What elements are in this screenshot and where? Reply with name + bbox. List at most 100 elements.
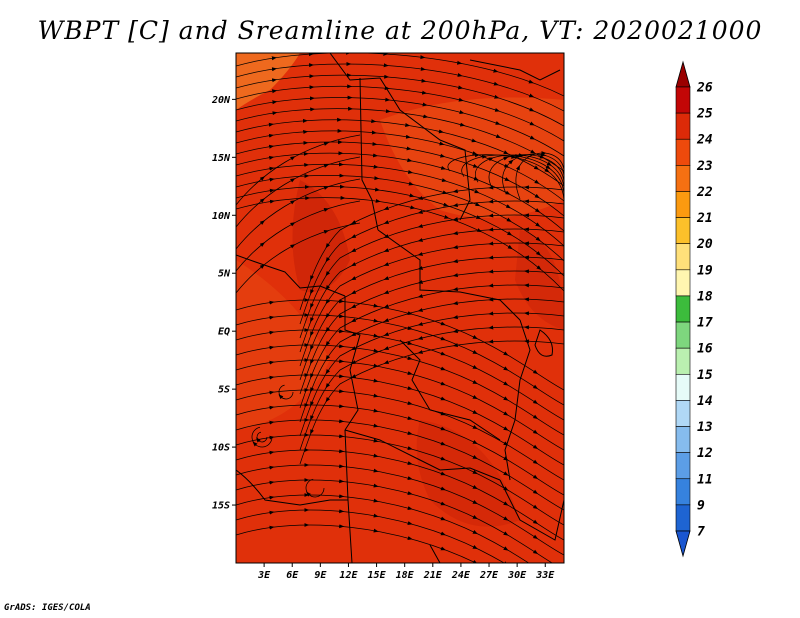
map-title: WBPT [C] and Sreamline at 200hPa, VT: 20… [37,16,763,45]
colorbar-label: 18 [697,289,713,304]
country-border [499,479,564,541]
streamline [236,178,361,250]
country-border [359,77,379,231]
colorbar-label: 15 [697,368,713,383]
lat-tick-label: 10S [212,443,230,454]
lat-tick-label: 15S [212,501,230,512]
colorbar-segment [675,426,691,453]
colorbar-label: 21 [696,211,713,226]
colorbar: 26 25 24 23 22 21 20 19 18 17 16 15 14 13 12 11 9 7 [675,60,713,558]
wbpt-patch [416,420,520,527]
country-border [534,329,553,357]
country-border [469,59,561,81]
country-border [429,544,441,563]
colorbar-label: 7 [697,525,705,540]
country-border [236,469,348,506]
colorbar-segment [675,452,691,480]
latitude-axis: 20N 15N 10N 5N EQ 5S 10S 15S [211,95,236,512]
streamline [299,214,564,339]
streamlines [236,53,564,598]
colorbar-segment [675,295,691,323]
colorbar-label: 13 [697,420,713,435]
lon-tick-label: 33E [535,570,555,581]
colorbar-label: 26 [696,81,713,96]
lon-tick-label: 12E [339,570,358,581]
colorbar-segment [675,191,691,218]
streamline [299,228,564,353]
map-plot-area [235,52,565,598]
colorbar-bottom-triangle [675,530,691,558]
colorbar-segment [675,243,691,271]
streamline [299,186,564,311]
streamline-arrow [534,597,536,598]
colorbar-segment [675,269,691,297]
country-border [236,254,346,297]
streamline [236,200,361,272]
country-border [377,229,521,321]
lon-tick-label: 27E [479,570,499,581]
map-frame [235,52,565,564]
streamline [299,200,564,325]
lon-tick-label: 18E [396,570,415,581]
grads-credit: GrADS: IGES/COLA [4,603,91,613]
lat-tick-label: 15N [212,153,231,164]
lon-tick-label: 30E [507,570,527,581]
streamline [299,326,564,451]
streamline [236,222,361,294]
colorbar-segment [675,321,691,349]
colorbar-label: 20 [696,237,713,252]
longitude-axis: 3E 6E 9E 12E 15E 18E 21E 24E 27E 30E 33E [257,563,555,581]
streamline [299,312,564,437]
country-border [399,339,501,441]
lat-tick-label: 5N [218,269,231,280]
streamline-arrow [534,582,536,583]
colorbar-top-triangle [675,60,691,88]
lon-tick-label: 6E [286,570,299,581]
lat-tick-label: 20N [211,95,231,106]
streamline [299,242,564,367]
streamline [236,134,361,206]
colorbar-segment [675,112,691,140]
colorbar-label: 22 [696,185,713,200]
colorbar-segment [675,217,691,245]
colorbar-segment [675,86,691,114]
colorbar-label: 11 [697,472,713,487]
wbpt-patch [292,180,350,292]
colorbar-label: 16 [697,342,713,357]
lon-tick-label: 21E [423,570,443,581]
lat-tick-label: EQ [218,327,230,338]
lon-tick-label: 15E [368,570,387,581]
wbpt-patch [515,230,564,330]
lon-tick-label: 24E [451,570,471,581]
lat-tick-label: 10N [212,211,231,222]
streamline [236,156,361,228]
colorbar-label: 12 [697,446,713,461]
country-border [504,319,531,481]
streamline [299,284,564,409]
lat-tick-label: 5S [218,385,230,396]
lon-tick-label: 3E [257,570,271,581]
colorbar-label: 23 [696,159,713,174]
colorbar-segment [675,138,691,166]
colorbar-label: 25 [696,107,713,122]
colorbar-segment [675,373,691,401]
country-border [344,429,501,481]
wbpt-patch [236,260,330,430]
country-borders [236,53,564,563]
colorbar-segment [675,165,691,192]
streamline [299,298,564,423]
streamline [299,270,564,395]
colorbar-label: 17 [697,316,713,331]
lon-tick-label: 9E [314,570,327,581]
streamline-arrow [534,567,536,568]
country-border [344,296,361,431]
colorbar-label: 19 [697,263,713,278]
colorbar-segment [675,478,691,506]
colorbar-label: 9 [697,498,705,513]
colorbar-segment [675,504,691,532]
country-border [329,53,471,221]
colorbar-segment [675,400,691,427]
colorbar-label: 24 [696,133,713,148]
colorbar-label: 14 [697,394,713,409]
